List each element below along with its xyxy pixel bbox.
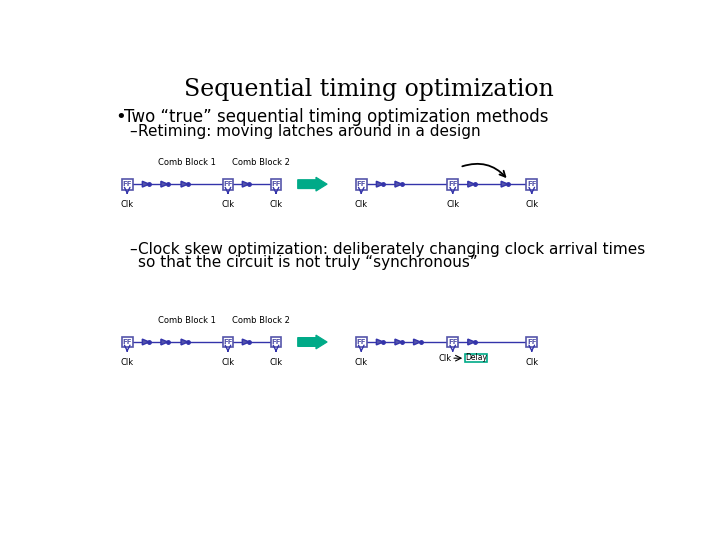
Polygon shape — [161, 181, 168, 187]
Text: Clk: Clk — [221, 358, 235, 367]
Text: FF: FF — [448, 339, 457, 345]
Bar — [447, 336, 458, 347]
Bar — [526, 179, 537, 190]
Text: Clk: Clk — [438, 354, 451, 363]
Bar — [356, 179, 366, 190]
Polygon shape — [377, 181, 383, 187]
Polygon shape — [297, 177, 327, 191]
Polygon shape — [181, 181, 188, 187]
Text: Clk: Clk — [221, 200, 235, 210]
Polygon shape — [501, 181, 508, 187]
Bar — [122, 336, 132, 347]
Polygon shape — [468, 339, 474, 345]
Polygon shape — [297, 335, 327, 349]
Text: •: • — [114, 108, 125, 126]
Bar — [447, 179, 458, 190]
Text: Comb Block 2: Comb Block 2 — [232, 158, 289, 167]
Text: Clk: Clk — [525, 200, 539, 210]
Text: FF: FF — [527, 181, 536, 187]
Polygon shape — [468, 181, 474, 187]
Text: Clk: Clk — [355, 200, 368, 210]
Polygon shape — [143, 181, 149, 187]
Polygon shape — [161, 339, 168, 345]
Text: Retiming: moving latches around in a design: Retiming: moving latches around in a des… — [138, 124, 481, 139]
Polygon shape — [243, 181, 249, 187]
Text: Clk: Clk — [121, 200, 134, 210]
Text: FF: FF — [122, 181, 132, 187]
Bar — [222, 336, 233, 347]
Polygon shape — [243, 339, 249, 345]
Text: –: – — [129, 124, 136, 139]
Text: FF: FF — [271, 181, 281, 187]
Text: FF: FF — [356, 339, 366, 345]
Text: Comb Block 1: Comb Block 1 — [158, 158, 216, 167]
Text: –: – — [129, 242, 136, 257]
Polygon shape — [413, 339, 420, 345]
Bar — [222, 179, 233, 190]
Polygon shape — [395, 181, 402, 187]
Text: FF: FF — [527, 339, 536, 345]
Text: Clk: Clk — [121, 358, 134, 367]
Bar — [465, 354, 487, 362]
Polygon shape — [377, 339, 383, 345]
Text: FF: FF — [271, 339, 281, 345]
Text: Clk: Clk — [269, 200, 282, 210]
Text: Clock skew optimization: deliberately changing clock arrival times: Clock skew optimization: deliberately ch… — [138, 242, 645, 257]
Bar — [271, 336, 282, 347]
Text: so that the circuit is not truly “synchronous”: so that the circuit is not truly “synchr… — [138, 255, 478, 270]
Text: Clk: Clk — [525, 358, 539, 367]
Text: Clk: Clk — [355, 358, 368, 367]
Bar — [271, 179, 282, 190]
Text: Comb Block 2: Comb Block 2 — [232, 316, 289, 325]
Bar — [526, 336, 537, 347]
Polygon shape — [143, 339, 149, 345]
Text: Clk: Clk — [446, 200, 459, 210]
Bar — [356, 336, 366, 347]
Text: FF: FF — [223, 339, 233, 345]
Text: FF: FF — [122, 339, 132, 345]
Polygon shape — [395, 339, 402, 345]
Text: Clk: Clk — [269, 358, 282, 367]
Text: FF: FF — [356, 181, 366, 187]
Text: Delay: Delay — [465, 353, 487, 362]
Polygon shape — [181, 339, 188, 345]
Text: Two “true” sequential timing optimization methods: Two “true” sequential timing optimizatio… — [124, 108, 549, 126]
Bar — [122, 179, 132, 190]
Text: Comb Block 1: Comb Block 1 — [158, 316, 216, 325]
Text: FF: FF — [223, 181, 233, 187]
Text: FF: FF — [448, 181, 457, 187]
Text: Sequential timing optimization: Sequential timing optimization — [184, 78, 554, 101]
